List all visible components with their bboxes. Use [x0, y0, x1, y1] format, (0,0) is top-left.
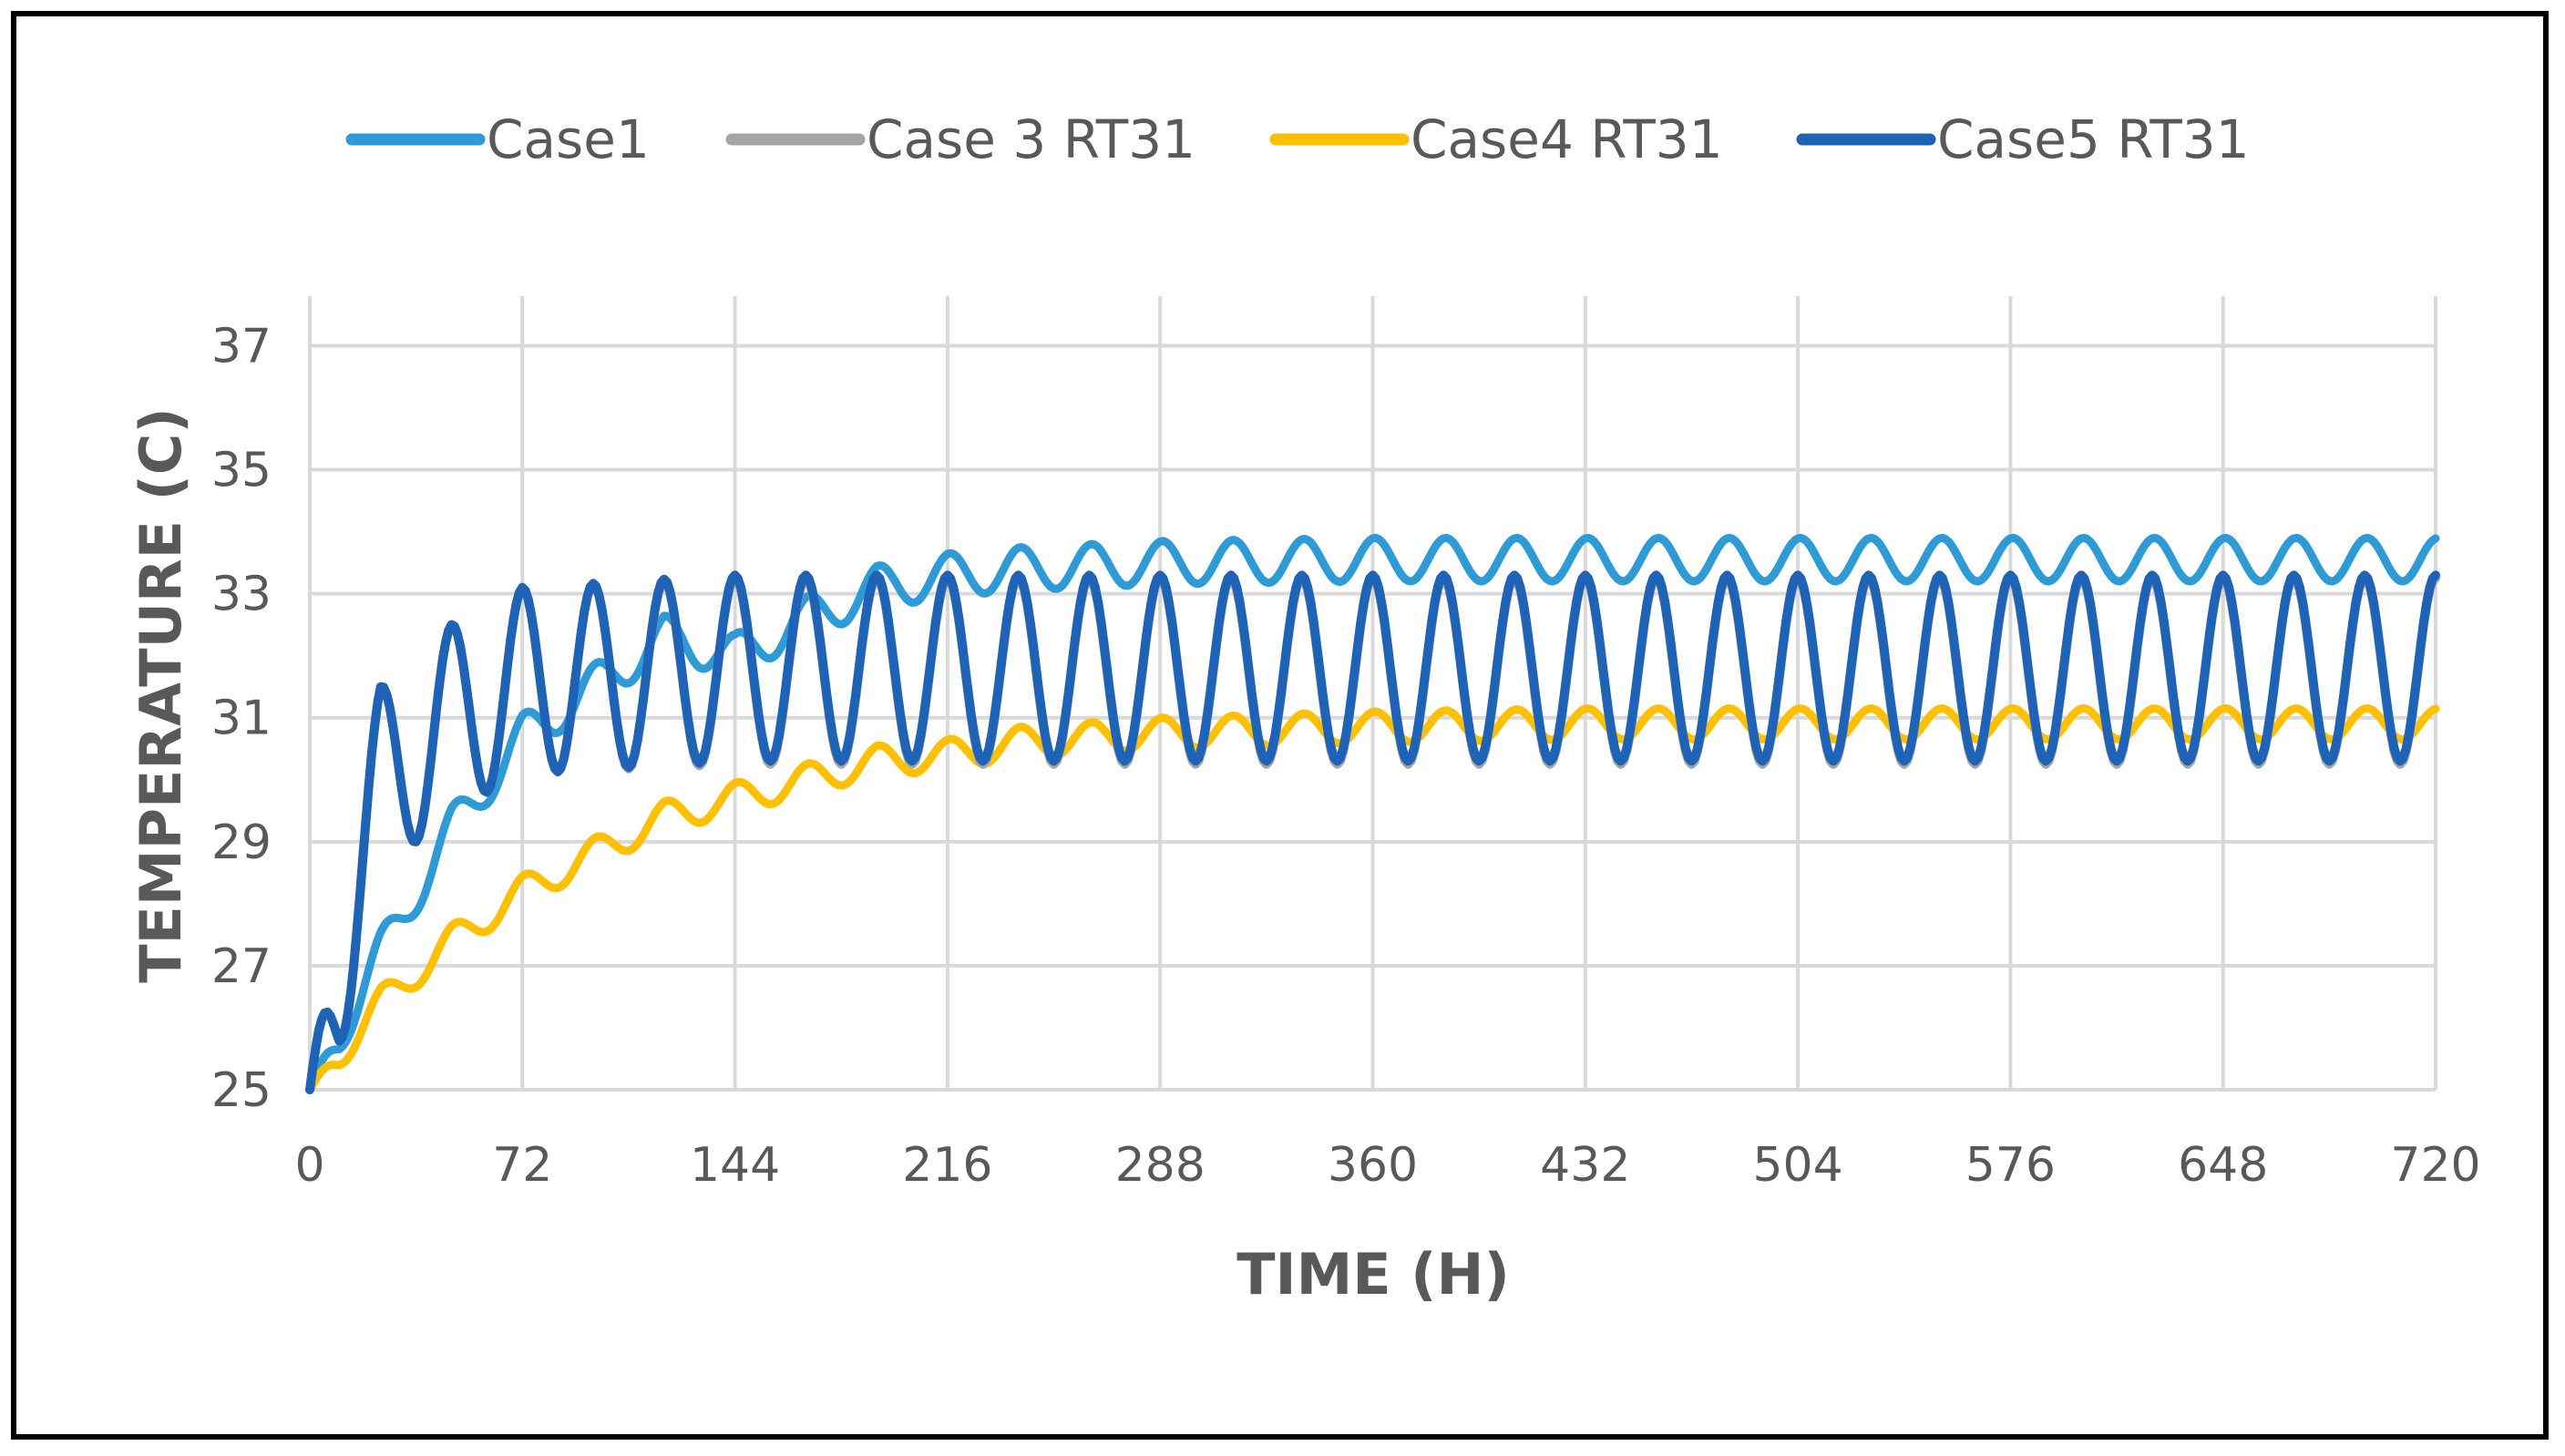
- series-line-1: [305, 533, 2440, 1094]
- x-tick-label: 72: [492, 1138, 552, 1193]
- x-tick-label: 360: [1328, 1138, 1418, 1193]
- line-chart: Case1 Case 3 RT31 Case4 RT31 Case5 RT31 0 72…: [128, 108, 2481, 1307]
- y-tick-label: 33: [211, 568, 272, 622]
- series-line-4: [305, 570, 2440, 1094]
- y-tick-label: 27: [211, 939, 272, 994]
- x-tick-label: 504: [1752, 1138, 1842, 1193]
- y-tick-labels: 25 27 29 31 33 35 37: [211, 319, 272, 1118]
- y-tick-label: 29: [211, 815, 272, 870]
- x-tick-label: 144: [690, 1138, 780, 1193]
- x-tick-label: 576: [1965, 1138, 2056, 1193]
- x-axis-title: TIME (H): [1236, 1241, 1510, 1307]
- series-lines: [305, 533, 2440, 1094]
- legend-label-4: Case5 RT31: [1937, 108, 2250, 170]
- y-tick-label: 35: [211, 444, 272, 498]
- x-tick-label: 216: [902, 1138, 992, 1193]
- y-tick-label: 31: [211, 692, 272, 746]
- x-tick-label: 720: [2390, 1138, 2480, 1193]
- y-tick-label: 37: [211, 319, 272, 374]
- legend-label-2: Case 3 RT31: [867, 108, 1195, 170]
- x-tick-label: 0: [294, 1138, 324, 1193]
- y-tick-label: 25: [211, 1063, 272, 1118]
- gridlines: [308, 296, 2437, 1092]
- series-line-3: [305, 704, 2440, 1094]
- legend: Case1 Case 3 RT31 Case4 RT31 Case5 RT31: [345, 108, 2250, 170]
- y-axis-title: TEMPERATURE (C): [128, 407, 194, 983]
- x-tick-label: 288: [1115, 1138, 1206, 1193]
- legend-label-1: Case1: [487, 108, 650, 170]
- x-tick-label: 432: [1540, 1138, 1630, 1193]
- x-tick-labels: 0 72 144 216 288 360 432 504 576 648 720: [294, 1138, 2480, 1193]
- legend-label-3: Case4 RT31: [1411, 108, 1723, 170]
- chart-frame: Case1 Case 3 RT31 Case4 RT31 Case5 RT31 0 72…: [11, 11, 2549, 1440]
- x-tick-label: 648: [2178, 1138, 2268, 1193]
